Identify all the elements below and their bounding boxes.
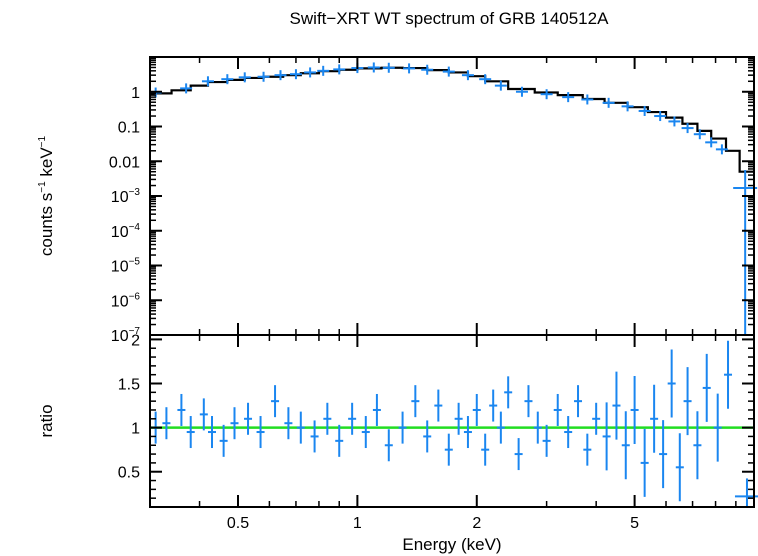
x-tick-label: 2 xyxy=(472,515,481,532)
ratio-y-axis-label: ratio xyxy=(37,404,56,437)
spectrum-y-ticks: 1 0.1 0.01 10−3 10−4 10−5 10−6 10−7 xyxy=(109,57,754,345)
y-tick-label: 0.01 xyxy=(109,154,140,171)
ratio-y-tick-label: 1.5 xyxy=(118,377,140,394)
y-tick-label: 10−3 xyxy=(111,187,141,206)
ratio-panel: 0.5 1 1.5 2 0.5 1 2 5 ratio Energy (keV) xyxy=(37,332,758,554)
model-step-line xyxy=(150,66,754,173)
x-tick-label: 0.5 xyxy=(227,515,249,532)
y-tick-label: 10−6 xyxy=(111,291,141,310)
ratio-data-points xyxy=(151,340,758,507)
x-axis-label: Energy (keV) xyxy=(402,535,501,554)
ratio-x-ticks: 0.5 1 2 5 xyxy=(149,495,737,532)
chart-title: Swift−XRT WT spectrum of GRB 140512A xyxy=(290,9,610,28)
y-tick-label: 1 xyxy=(131,85,140,102)
ratio-y-tick-label: 0.5 xyxy=(118,465,140,482)
spectrum-plot-frame xyxy=(149,56,755,336)
x-tick-label: 5 xyxy=(630,515,639,532)
spectrum-data-points xyxy=(149,62,758,335)
ratio-y-tick-label: 2 xyxy=(131,332,140,349)
ratio-y-ticks: 0.5 1 1.5 2 xyxy=(118,332,754,508)
ratio-y-tick-label: 1 xyxy=(131,421,140,438)
x-tick-label: 1 xyxy=(353,515,362,532)
spectrum-model-line xyxy=(150,66,754,173)
y-tick-label: 10−4 xyxy=(111,222,141,241)
spectrum-y-axis-label: counts s−1 keV−1 xyxy=(37,135,56,256)
spectrum-x-ticks xyxy=(149,57,737,347)
spectrum-panel: 1 0.1 0.01 10−3 10−4 10−5 10−6 10−7 counts s−1 … xyxy=(37,56,758,347)
y-tick-label: 10−7 xyxy=(111,326,141,345)
ratio-plot-frame xyxy=(149,334,755,508)
y-tick-label: 10−5 xyxy=(111,257,141,276)
y-tick-label: 0.1 xyxy=(118,120,140,137)
